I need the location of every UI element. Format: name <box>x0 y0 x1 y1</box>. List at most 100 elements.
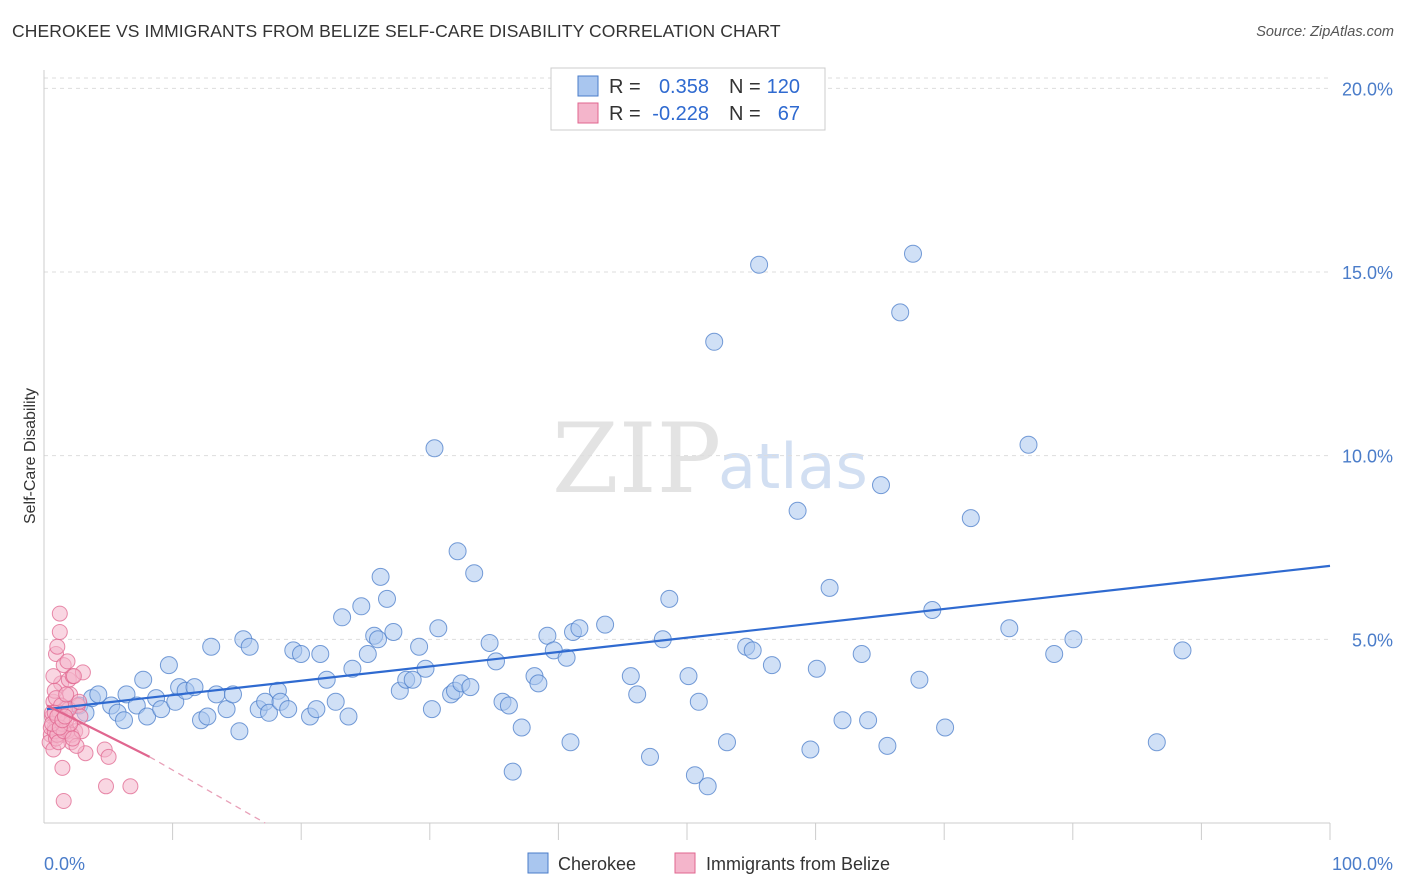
cherokee-point <box>807 659 826 678</box>
cherokee-point <box>762 656 781 675</box>
cherokee-point <box>961 509 980 528</box>
cherokee-point <box>891 303 910 322</box>
cherokee-point <box>371 567 390 586</box>
legend-r-value: -0.228 <box>652 103 709 125</box>
legend-n-value: 120 <box>767 76 800 98</box>
cherokee-point <box>718 733 736 752</box>
x-tick-label-max: 100.0% <box>1332 854 1393 874</box>
cherokee-point <box>378 589 396 608</box>
cherokee-point <box>487 652 505 671</box>
belize-point <box>49 638 66 655</box>
belize-point <box>65 668 82 685</box>
legend-swatch-cherokee <box>577 75 599 97</box>
cherokee-point <box>788 501 807 520</box>
watermark: ZIP atlas <box>552 403 868 515</box>
cherokee-point <box>750 255 769 274</box>
gridlines <box>44 77 1330 640</box>
cherokee-point <box>833 711 852 730</box>
belize-point <box>55 793 72 809</box>
cherokee-point <box>159 656 178 675</box>
bottom-legend-label-belize: Immigrants from Belize <box>706 854 890 874</box>
cherokee-point <box>333 608 352 627</box>
cherokee-point <box>403 670 422 689</box>
cherokee-point <box>641 747 659 766</box>
cherokee-point <box>561 733 580 752</box>
cherokee-point <box>198 707 217 726</box>
cherokee-point <box>343 659 362 678</box>
cherokee-point <box>910 670 929 689</box>
bottom-legend-swatch-belize <box>674 852 696 874</box>
y-axis-label: Self-Care Disability <box>22 388 39 524</box>
cherokee-point <box>1064 630 1083 649</box>
belize-points <box>41 605 139 809</box>
cherokee-point <box>503 762 522 781</box>
cherokee-point <box>557 648 576 667</box>
belize-point <box>58 686 75 703</box>
x-tick-label-min: 0.0% <box>44 854 85 874</box>
series-legend: Cherokee Immigrants from Belize <box>527 852 890 874</box>
legend-r-label: R = <box>609 103 641 125</box>
cherokee-point <box>326 692 345 711</box>
cherokee-point <box>339 707 358 726</box>
cherokee-point <box>596 615 615 634</box>
cherokee-point <box>240 637 259 656</box>
cherokee-point <box>224 685 242 704</box>
y-tick-label: 5.0% <box>1352 630 1393 650</box>
legend-n-label: N = <box>729 76 761 98</box>
x-tick-marks <box>172 823 1331 840</box>
y-tick-label: 10.0% <box>1342 447 1393 467</box>
cherokee-point <box>1019 435 1038 454</box>
cherokee-point <box>801 740 820 759</box>
belize-point <box>122 778 139 795</box>
cherokee-point <box>621 667 640 686</box>
cherokee-point <box>422 700 441 719</box>
correlation-legend: R = 0.358 N = 120 R = -0.228 N = 67 <box>550 67 826 131</box>
cherokee-point <box>1147 733 1166 752</box>
cherokee-point <box>152 700 171 719</box>
belize-point <box>54 759 71 776</box>
cherokee-point <box>852 645 871 663</box>
cherokee-point <box>570 619 589 638</box>
cherokee-point <box>743 641 762 660</box>
cherokee-point <box>425 439 444 458</box>
cherokee-point <box>499 696 518 715</box>
cherokee-point <box>904 244 922 263</box>
legend-r-value: 0.358 <box>659 76 709 98</box>
legend-n-label: N = <box>729 103 761 125</box>
legend-swatch-belize <box>577 102 599 124</box>
cherokee-point <box>416 659 435 678</box>
cherokee-point <box>138 707 157 726</box>
cherokee-trend-line <box>46 564 1331 711</box>
cherokee-point <box>317 670 336 689</box>
belize-point <box>59 653 76 670</box>
cherokee-point <box>512 718 531 737</box>
cherokee-point <box>448 542 467 561</box>
y-tick-labels: 5.0% 10.0% 15.0% 20.0% <box>1342 79 1393 650</box>
cherokee-point <box>820 578 839 597</box>
cherokee-point <box>115 711 133 730</box>
bottom-legend-swatch-cherokee <box>527 852 549 874</box>
cherokee-point <box>936 718 955 737</box>
cherokee-point <box>1045 645 1064 663</box>
cherokee-point <box>628 685 647 704</box>
cherokee-point <box>705 332 724 351</box>
cherokee-point <box>1173 641 1192 660</box>
bottom-legend-label-cherokee: Cherokee <box>558 854 636 874</box>
cherokee-point <box>127 696 146 715</box>
belize-point <box>51 624 68 640</box>
cherokee-point <box>260 703 278 722</box>
watermark-main: ZIP <box>552 403 721 515</box>
cherokee-point <box>410 637 429 656</box>
cherokee-point <box>465 564 484 583</box>
chart-title: CHEROKEE VS IMMIGRANTS FROM BELIZE SELF-… <box>12 21 781 41</box>
source-label: Source: ZipAtlas.com <box>1256 24 1394 40</box>
legend-n-value: 67 <box>778 103 800 125</box>
cherokee-point <box>698 777 717 796</box>
watermark-sub: atlas <box>718 430 868 503</box>
belize-trend-line <box>46 704 151 758</box>
cherokee-point <box>279 700 298 719</box>
cherokee-point <box>311 645 330 663</box>
belize-point <box>64 730 81 747</box>
cherokee-point <box>529 674 548 693</box>
